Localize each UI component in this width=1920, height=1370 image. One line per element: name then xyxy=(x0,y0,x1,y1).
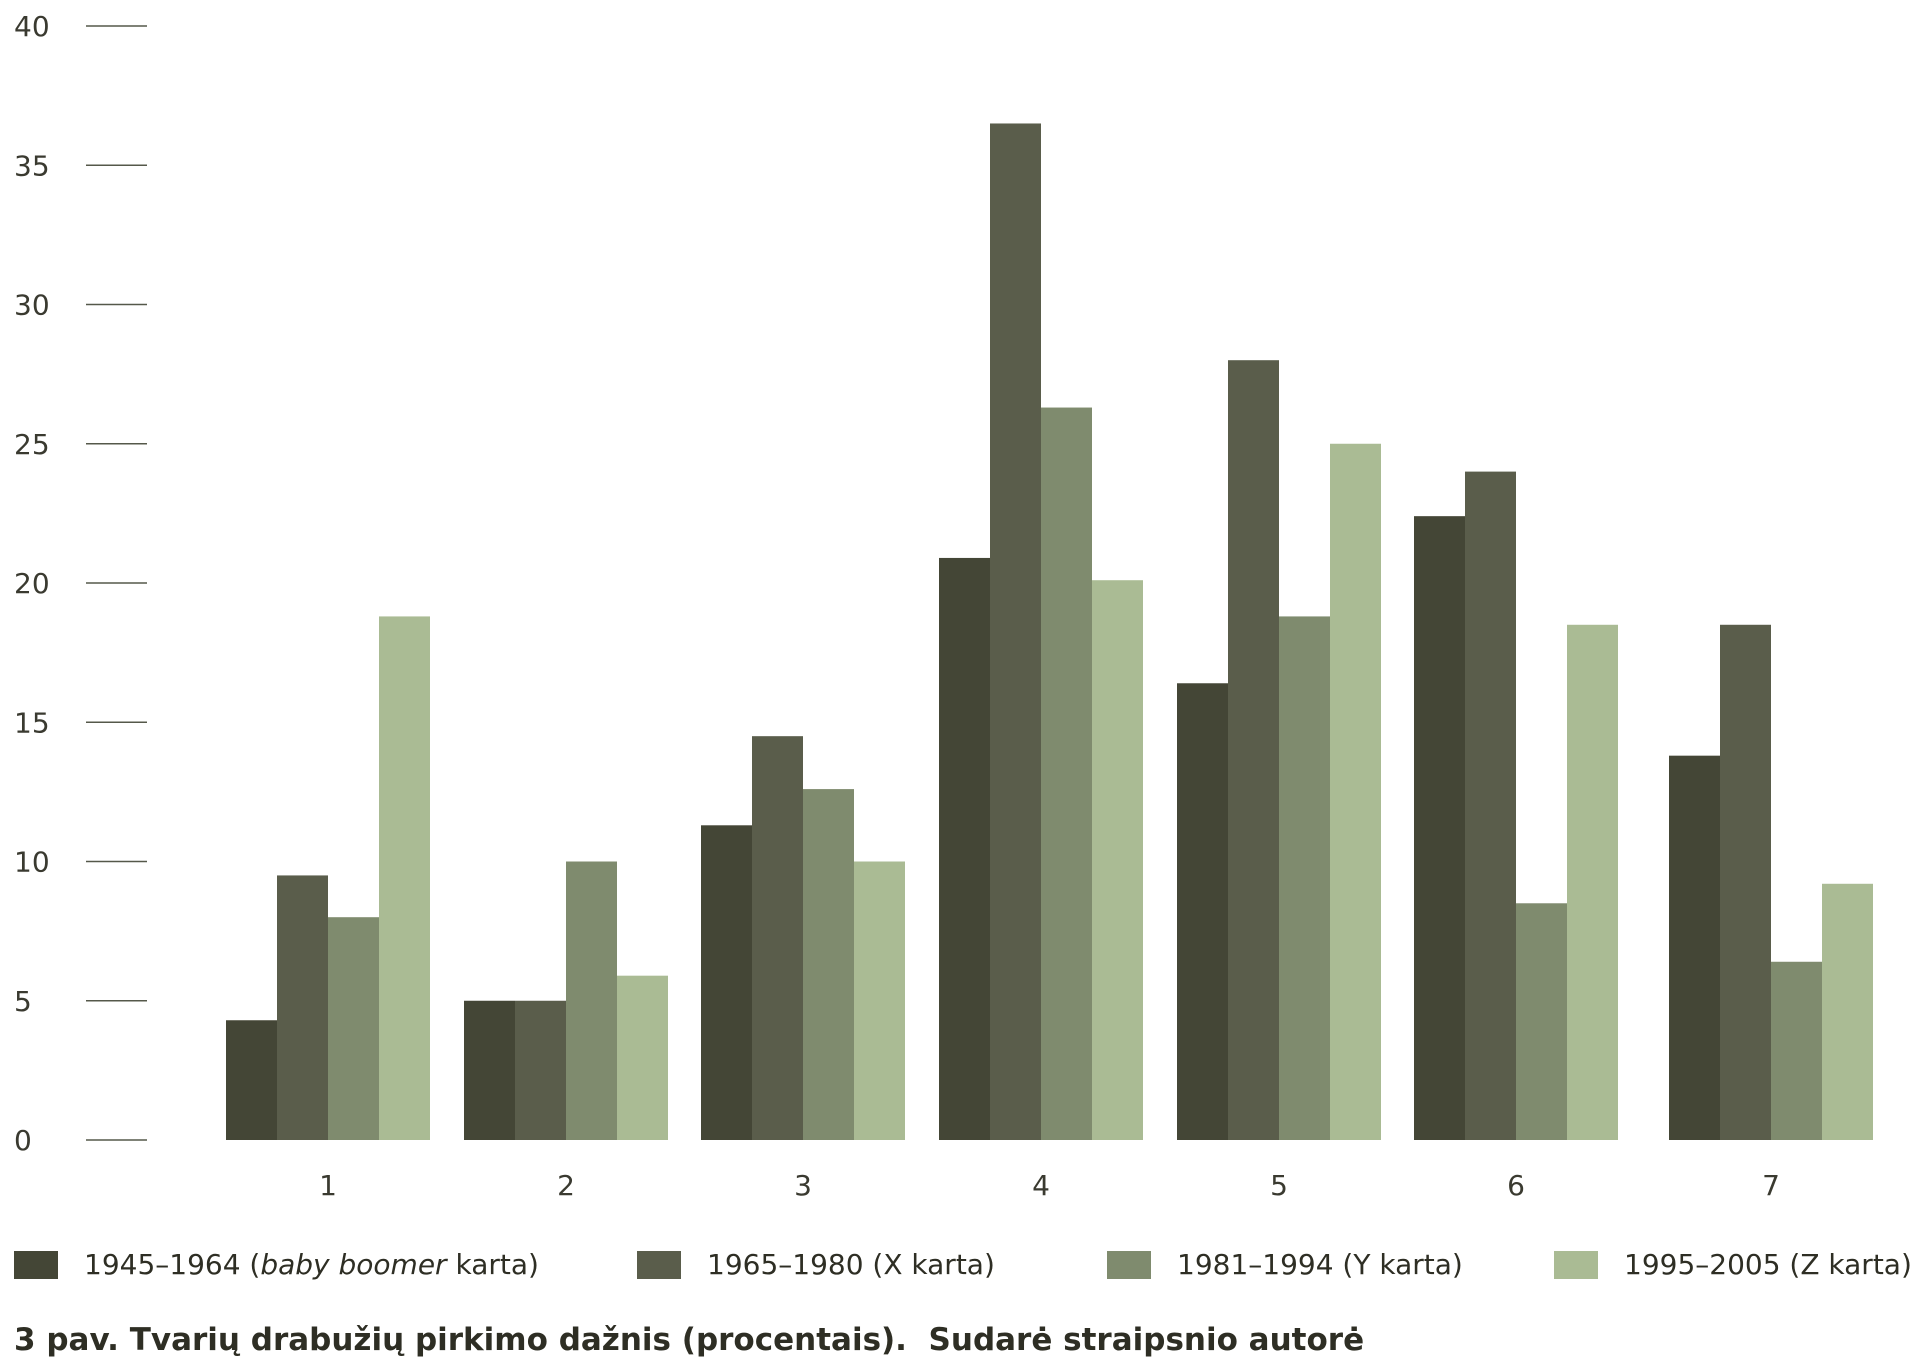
figure-caption: 3 pav. Tvarių drabužių pirkimo dažnis (p… xyxy=(14,1322,1365,1358)
y-tick-label: 0 xyxy=(14,1124,32,1157)
bar-series2-cat4 xyxy=(990,123,1041,1141)
bar-series4-cat5 xyxy=(1330,443,1381,1140)
legend-item-1945-1964: 1945–1964 (baby boomer karta) xyxy=(14,1248,539,1281)
y-tick-label: 5 xyxy=(14,985,32,1018)
x-axis: 1 2 3 4 5 6 7 xyxy=(319,1169,1780,1202)
bar-series1-cat3 xyxy=(701,825,752,1140)
y-axis: 0 5 10 15 20 25 30 35 40 xyxy=(14,10,147,1157)
legend-label: 1981–1994 (Y karta) xyxy=(1177,1248,1463,1281)
bar-series4-cat7 xyxy=(1822,883,1873,1140)
bar-series2-cat5 xyxy=(1228,360,1279,1140)
x-tick-label: 4 xyxy=(1032,1169,1050,1202)
y-tick-label: 20 xyxy=(14,567,50,600)
bar-series4-cat4 xyxy=(1092,580,1143,1140)
bar-series2-cat1 xyxy=(277,875,328,1140)
legend-swatch xyxy=(1554,1250,1598,1279)
bar-series4-cat3 xyxy=(854,861,905,1140)
bar-series1-cat4 xyxy=(939,557,990,1140)
x-tick-label: 1 xyxy=(319,1169,337,1202)
y-tick-label: 30 xyxy=(14,289,50,322)
bar-series3-cat1 xyxy=(328,917,379,1140)
legend-label: 1945–1964 (baby boomer karta) xyxy=(84,1248,539,1281)
bar-series3-cat6 xyxy=(1516,903,1567,1140)
bar-series2-cat3 xyxy=(752,736,803,1140)
bar-series3-cat7 xyxy=(1771,961,1822,1140)
x-tick-label: 6 xyxy=(1507,1169,1525,1202)
legend-swatch xyxy=(637,1250,681,1279)
legend-label: 1965–1980 (X karta) xyxy=(707,1248,995,1281)
bar-series3-cat5 xyxy=(1279,616,1330,1140)
bar-series1-cat7 xyxy=(1669,755,1720,1140)
bar-series1-cat6 xyxy=(1414,516,1465,1140)
bar-series3-cat4 xyxy=(1041,407,1092,1140)
legend-swatch xyxy=(1107,1250,1151,1279)
y-tick-label: 25 xyxy=(14,428,50,461)
bar-series2-cat7 xyxy=(1720,624,1771,1140)
legend-item-1995-2005: 1995–2005 (Z karta) xyxy=(1554,1248,1912,1281)
x-tick-label: 7 xyxy=(1762,1169,1780,1202)
legend-item-1981-1994: 1981–1994 (Y karta) xyxy=(1107,1248,1463,1281)
bar-series3-cat2 xyxy=(566,861,617,1140)
bar-series4-cat2 xyxy=(617,975,668,1140)
bar-chart: 0 5 10 15 20 25 30 35 40 1 2 3 4 5 6 7 xyxy=(14,10,1873,1202)
bar-series3-cat3 xyxy=(803,789,854,1140)
bar-series2-cat6 xyxy=(1465,471,1516,1141)
y-tick-label: 35 xyxy=(14,149,50,182)
y-tick-label: 40 xyxy=(14,10,50,43)
y-tick-label: 10 xyxy=(14,846,50,879)
bar-series4-cat6 xyxy=(1567,624,1618,1140)
bar-series1-cat2 xyxy=(464,1000,515,1140)
x-tick-label: 5 xyxy=(1270,1169,1288,1202)
bars xyxy=(226,123,1873,1141)
bar-series1-cat5 xyxy=(1177,683,1228,1140)
legend-label: 1995–2005 (Z karta) xyxy=(1624,1248,1912,1281)
bar-series2-cat2 xyxy=(515,1000,566,1140)
legend-swatch xyxy=(14,1250,58,1279)
x-tick-label: 2 xyxy=(557,1169,575,1202)
legend: 1945–1964 (baby boomer karta) 1965–1980 … xyxy=(0,1248,1920,1298)
bar-series4-cat1 xyxy=(379,616,430,1140)
y-tick-label: 15 xyxy=(14,706,50,739)
x-tick-label: 3 xyxy=(794,1169,812,1202)
legend-item-1965-1980: 1965–1980 (X karta) xyxy=(637,1248,995,1281)
bar-series1-cat1 xyxy=(226,1020,277,1140)
